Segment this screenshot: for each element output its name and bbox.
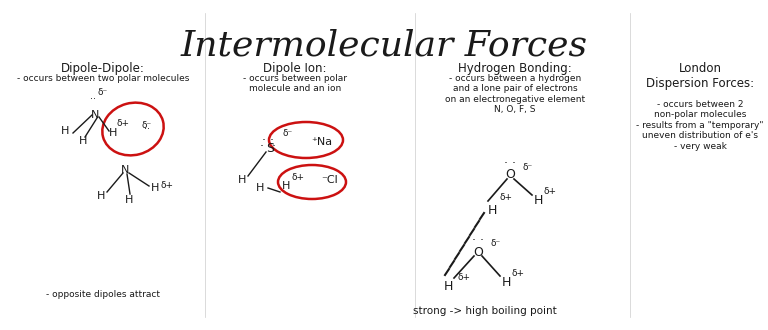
- Text: δ+: δ+: [499, 192, 512, 202]
- Text: H: H: [533, 194, 543, 208]
- Text: δ⁻: δ⁻: [283, 129, 293, 139]
- Text: δ+: δ+: [292, 174, 304, 182]
- Text: ..: ..: [144, 121, 150, 131]
- Text: δ⁻: δ⁻: [98, 88, 108, 97]
- Text: H: H: [109, 128, 118, 138]
- Text: δ+: δ+: [544, 186, 557, 195]
- Text: S: S: [266, 142, 274, 154]
- Text: strong -> high boiling point: strong -> high boiling point: [413, 306, 557, 316]
- Text: H: H: [238, 175, 247, 185]
- Text: ⁻Cl: ⁻Cl: [322, 175, 339, 185]
- Text: H: H: [282, 181, 290, 191]
- Text: Dipole Ion:: Dipole Ion:: [263, 62, 326, 75]
- Text: δ⁻: δ⁻: [523, 162, 533, 172]
- Text: ·: ·: [262, 134, 266, 147]
- Text: O: O: [473, 246, 483, 258]
- Text: H: H: [256, 183, 264, 193]
- Text: ·: ·: [472, 234, 476, 247]
- Text: δ⁻: δ⁻: [142, 120, 152, 129]
- Text: H: H: [61, 126, 69, 136]
- Text: H: H: [79, 136, 88, 146]
- Text: δ+: δ+: [511, 270, 525, 279]
- Text: ·: ·: [504, 157, 508, 170]
- Text: ·: ·: [270, 134, 274, 147]
- Text: H: H: [97, 191, 105, 201]
- Text: - occurs between a hydrogen
and a lone pair of electrons
on an electronegative e: - occurs between a hydrogen and a lone p…: [445, 74, 585, 114]
- Text: δ⁻: δ⁻: [491, 240, 502, 248]
- Text: - opposite dipoles attract: - opposite dipoles attract: [46, 290, 160, 299]
- Text: ⁺Na: ⁺Na: [312, 137, 333, 147]
- Text: Hydrogen Bonding:: Hydrogen Bonding:: [458, 62, 572, 75]
- Text: ·: ·: [260, 140, 264, 153]
- Text: - occurs between two polar molecules: - occurs between two polar molecules: [17, 74, 189, 83]
- Text: ·: ·: [512, 157, 516, 170]
- Text: δ+: δ+: [117, 118, 130, 127]
- Text: ..: ..: [90, 91, 96, 101]
- Text: N: N: [91, 110, 99, 120]
- Text: Intermolecular Forces: Intermolecular Forces: [180, 28, 588, 62]
- Text: H: H: [125, 195, 133, 205]
- Text: London
Dispersion Forces:: London Dispersion Forces:: [646, 62, 754, 90]
- Text: H: H: [502, 276, 511, 288]
- Text: H: H: [443, 280, 452, 292]
- Text: - occurs between 2
non-polar molecules
- results from a "temporary"
uneven distr: - occurs between 2 non-polar molecules -…: [636, 100, 763, 150]
- Text: Dipole-Dipole:: Dipole-Dipole:: [61, 62, 145, 75]
- Text: - occurs between polar
molecule and an ion: - occurs between polar molecule and an i…: [243, 74, 347, 93]
- Text: δ+: δ+: [161, 182, 174, 190]
- Text: ·: ·: [480, 234, 484, 247]
- Text: N: N: [121, 165, 129, 175]
- Text: δ+: δ+: [458, 274, 471, 282]
- Text: ·: ·: [272, 140, 276, 153]
- Text: H: H: [151, 183, 159, 193]
- Text: O: O: [505, 169, 515, 182]
- Text: H: H: [488, 205, 497, 217]
